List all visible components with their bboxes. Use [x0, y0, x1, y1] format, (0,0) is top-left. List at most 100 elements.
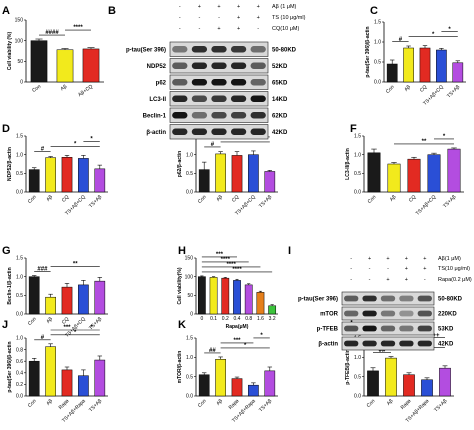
blot-band — [250, 78, 266, 86]
panel-letter: F — [350, 123, 357, 135]
blot-band — [172, 111, 188, 119]
blot-band — [172, 95, 188, 103]
y-tick-label: 100 — [15, 38, 24, 44]
bar — [45, 296, 56, 315]
significance-label: **** — [232, 267, 242, 273]
significance-label: * — [432, 32, 435, 38]
significance-label: # — [41, 335, 45, 341]
y-tick-label: 0.0 — [374, 80, 381, 86]
treatment-mark: + — [405, 256, 408, 262]
significance-label: *** — [233, 338, 241, 344]
blot-band — [380, 340, 396, 347]
protein-label: p-tau(Ser 396) — [126, 47, 166, 53]
bar — [387, 163, 401, 193]
bar — [61, 157, 73, 193]
treatment-label: Aβ (1 μM) — [272, 4, 297, 10]
y-tick-label: 1.0 — [374, 40, 381, 46]
treatment-mark: - — [350, 277, 352, 283]
panel-letter: A — [2, 5, 10, 17]
kd-label: 62KD — [272, 113, 288, 119]
bar — [367, 370, 379, 397]
blot-band — [417, 295, 432, 302]
treatment-mark: + — [198, 4, 201, 10]
bar — [28, 169, 40, 193]
x-tick-label: TS+Aβ — [88, 194, 103, 209]
blot-band — [230, 111, 247, 119]
treatment-label: CQ(10 μM) — [272, 26, 299, 32]
protein-label: NDP52 — [147, 64, 167, 70]
blot-band — [172, 45, 188, 53]
blot-band — [191, 128, 208, 136]
chart-panel-j: J 0.0 0.2 0.4 0.6 0.8 1.0p-tau(Ser 396)/β-acti… — [2, 319, 108, 424]
treatment-mark: - — [369, 266, 371, 272]
bar — [385, 357, 397, 397]
bar — [407, 158, 421, 193]
bar — [439, 367, 451, 397]
y-tick-label: 0.8 — [16, 347, 23, 353]
panel-letter: K — [178, 319, 186, 331]
blot-band — [230, 78, 247, 86]
significance-label: *** — [216, 252, 224, 258]
bar — [198, 169, 210, 193]
x-tick-label: Rapa — [400, 398, 413, 411]
x-tick-label: 3.2 — [269, 316, 276, 322]
blot-band — [250, 95, 266, 103]
blot-band — [230, 62, 247, 70]
treatment-mark: + — [386, 277, 389, 283]
significance-label: * — [74, 330, 77, 336]
y-tick-label: 150 — [15, 18, 24, 24]
y-axis-label: Beclin-1/β-actin — [7, 267, 13, 304]
blot-band — [362, 295, 377, 302]
blot-band — [211, 62, 227, 70]
y-tick-label: 0.5 — [354, 171, 361, 177]
blot-band — [211, 111, 227, 119]
treatment-mark: + — [257, 15, 260, 21]
significance-label: * — [443, 134, 446, 140]
y-tick-label: 1.5 — [16, 256, 23, 262]
y-tick-label: 0.6 — [16, 359, 23, 365]
y-axis-label: Cell viability(%) — [177, 267, 183, 304]
significance-label: # — [211, 142, 215, 148]
blot-band — [172, 62, 188, 70]
y-tick-label: 1.5 — [16, 134, 23, 140]
chart-panel-c: C 0.0 0.5 1.0 1.5p-tau(Ser 396)/β-actin Con Aβ… — [365, 5, 466, 107]
blot-band — [344, 295, 359, 302]
bar — [447, 148, 461, 193]
protein-label: Beclin-1 — [143, 113, 167, 119]
blot-band — [344, 325, 359, 332]
y-axis-label: p62/β-actin — [177, 151, 183, 177]
y-tick-label: 0 — [190, 312, 193, 318]
bar — [28, 276, 40, 315]
blot-band — [230, 95, 247, 103]
blot-band — [250, 128, 266, 136]
significance-label: * — [74, 142, 77, 148]
panel-letter: H — [178, 245, 186, 257]
significance-label: * — [90, 325, 93, 331]
blot-panel-b: B - + + + + Aβ (1 μM) - - - + + TS (10 μg/ml) - - + + - CQ… — [108, 4, 306, 140]
y-tick-label: 150 — [185, 256, 194, 262]
bar — [197, 276, 206, 315]
treatment-mark: + — [405, 266, 408, 272]
significance-label: ## — [209, 348, 216, 354]
x-tick-label: Aβ — [45, 194, 54, 203]
blot-band — [399, 340, 414, 347]
treatment-mark: + — [237, 15, 240, 21]
bar — [248, 154, 259, 193]
treatment-mark: + — [423, 256, 426, 262]
y-tick-label: 50 — [187, 293, 193, 299]
bar — [78, 158, 89, 193]
panel-letter: D — [2, 123, 10, 135]
significance-label: * — [244, 137, 247, 143]
y-tick-label: 1.0 — [354, 355, 361, 361]
y-tick-label: 0.0 — [16, 312, 23, 318]
significance-label: ### — [37, 267, 48, 273]
y-tick-label: 0.5 — [186, 171, 193, 177]
significance-label: * — [90, 137, 93, 143]
treatment-mark: + — [237, 4, 240, 10]
blot-band — [211, 45, 227, 53]
x-tick-label: 0.8 — [245, 316, 252, 322]
blot-band — [191, 111, 208, 119]
